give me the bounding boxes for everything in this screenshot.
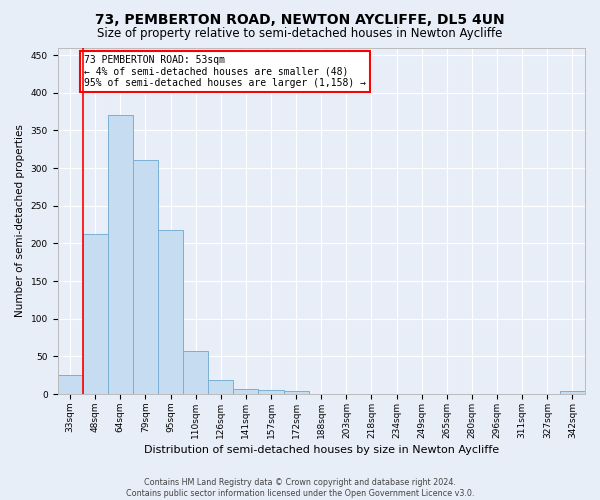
Y-axis label: Number of semi-detached properties: Number of semi-detached properties [15,124,25,317]
Bar [560,391,585,394]
Bar [208,380,233,394]
Bar [284,391,309,394]
Text: Contains HM Land Registry data © Crown copyright and database right 2024.
Contai: Contains HM Land Registry data © Crown c… [126,478,474,498]
Bar [83,234,108,394]
Text: 73 PEMBERTON ROAD: 53sqm
← 4% of semi-detached houses are smaller (48)
95% of se: 73 PEMBERTON ROAD: 53sqm ← 4% of semi-de… [84,55,366,88]
Bar [183,351,208,394]
Bar [133,160,158,394]
Text: Size of property relative to semi-detached houses in Newton Aycliffe: Size of property relative to semi-detach… [97,28,503,40]
Bar [58,375,83,394]
Text: 73, PEMBERTON ROAD, NEWTON AYCLIFFE, DL5 4UN: 73, PEMBERTON ROAD, NEWTON AYCLIFFE, DL5… [95,12,505,26]
Bar [233,389,259,394]
Bar [108,116,133,394]
X-axis label: Distribution of semi-detached houses by size in Newton Aycliffe: Distribution of semi-detached houses by … [144,445,499,455]
Bar [259,390,284,394]
Bar [158,230,183,394]
